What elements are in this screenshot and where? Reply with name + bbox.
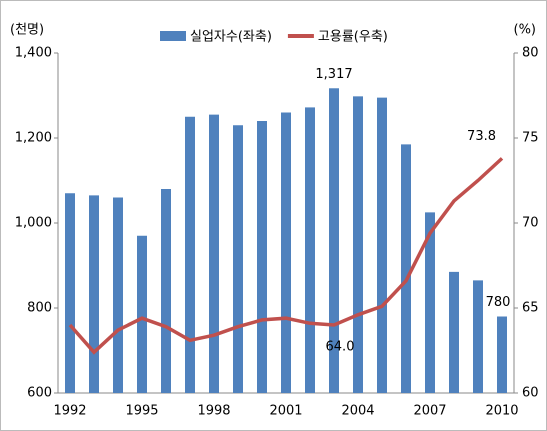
y2-tick-label: 60 bbox=[522, 386, 539, 401]
bar bbox=[161, 189, 171, 393]
right-axis-label: (%) bbox=[514, 23, 537, 38]
bar bbox=[65, 193, 75, 393]
y2-tick-label: 80 bbox=[522, 46, 539, 61]
bar bbox=[377, 97, 387, 393]
bar bbox=[425, 212, 435, 393]
x-tick-label: 2010 bbox=[485, 404, 518, 419]
bar bbox=[257, 121, 267, 393]
bar bbox=[473, 280, 483, 393]
line bbox=[68, 157, 504, 355]
bar bbox=[185, 116, 195, 393]
y-tick-label: 800 bbox=[27, 301, 52, 316]
bar bbox=[137, 235, 147, 393]
legend-label: 실업자수(좌축) bbox=[190, 30, 272, 45]
y2-tick-label: 75 bbox=[522, 131, 539, 146]
y-tick-label: 1,000 bbox=[15, 216, 52, 231]
x-tick-label: 1998 bbox=[197, 404, 230, 419]
x-tick-label: 2007 bbox=[413, 404, 446, 419]
y-tick-label: 600 bbox=[27, 386, 52, 401]
bar bbox=[89, 195, 99, 393]
data-label: 64.0 bbox=[326, 340, 355, 355]
bar bbox=[209, 114, 219, 393]
y2-tick-label: 70 bbox=[522, 216, 539, 231]
bar bbox=[233, 125, 243, 393]
bar bbox=[353, 96, 363, 393]
bar bbox=[305, 107, 315, 394]
y-tick-label: 1,200 bbox=[15, 131, 52, 146]
bar bbox=[329, 88, 339, 394]
data-label: 780 bbox=[486, 295, 511, 310]
y2-tick-label: 65 bbox=[522, 301, 539, 316]
legend-swatch bbox=[160, 31, 186, 41]
bar bbox=[113, 197, 123, 393]
data-label: 1,317 bbox=[315, 67, 352, 82]
left-axis-label: (천명) bbox=[10, 23, 44, 38]
x-tick-label: 1992 bbox=[53, 404, 86, 419]
bar bbox=[401, 144, 411, 393]
legend-label: 고용률(우축) bbox=[318, 30, 388, 45]
y-tick-label: 1,400 bbox=[15, 46, 52, 61]
data-label: 73.8 bbox=[467, 129, 496, 144]
bar bbox=[497, 316, 507, 393]
x-tick-label: 2001 bbox=[269, 404, 302, 419]
bar bbox=[281, 112, 291, 393]
x-tick-label: 2004 bbox=[341, 404, 374, 419]
x-tick-label: 1995 bbox=[125, 404, 158, 419]
bar bbox=[449, 271, 459, 393]
